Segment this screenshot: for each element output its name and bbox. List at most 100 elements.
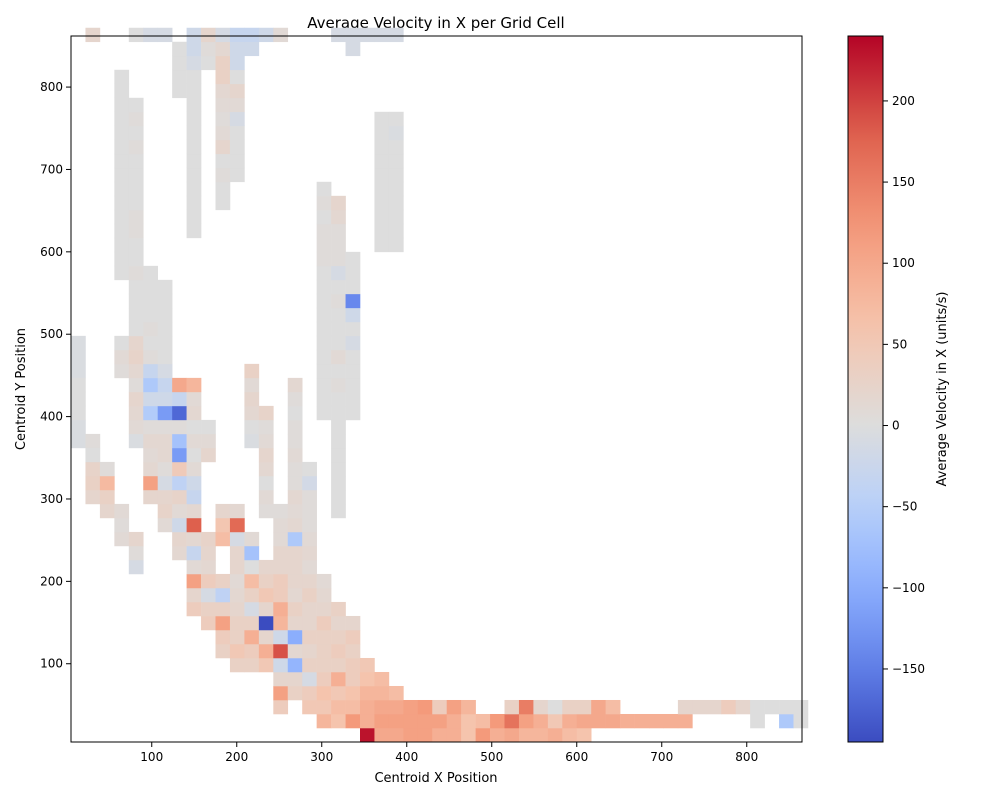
heatmap-cell: [157, 419, 173, 435]
heatmap-cell: [331, 601, 346, 617]
heatmap-cell: [143, 391, 158, 407]
heatmap-cell: [388, 685, 404, 701]
colorbar-tick-label: −50: [892, 500, 917, 514]
heatmap-cell: [128, 405, 144, 421]
plot-area: [70, 27, 809, 743]
heatmap-cell: [186, 223, 202, 239]
heatmap-cell: [114, 517, 130, 533]
heatmap-cell: [186, 377, 202, 393]
heatmap-cell: [345, 643, 361, 659]
heatmap-cell: [172, 433, 187, 449]
heatmap-cell: [186, 195, 202, 211]
heatmap-cell: [114, 251, 130, 267]
heatmap-cell: [215, 503, 231, 519]
heatmap-cell: [244, 559, 260, 575]
heatmap-cell: [360, 728, 375, 743]
heatmap-cell: [186, 27, 202, 43]
heatmap-cell: [331, 391, 346, 407]
heatmap-cell: [793, 713, 809, 729]
heatmap-cell: [186, 209, 202, 225]
heatmap-cell: [287, 377, 303, 393]
heatmap-cell: [345, 671, 361, 687]
heatmap-cell: [114, 125, 130, 141]
heatmap-cell: [388, 111, 404, 127]
heatmap-cell: [302, 657, 317, 673]
heatmap-cell: [71, 419, 86, 435]
heatmap-cell: [490, 713, 505, 729]
heatmap-cell: [186, 601, 202, 617]
heatmap-cell: [244, 587, 260, 603]
heatmap-cell: [244, 391, 260, 407]
heatmap-cell: [721, 699, 736, 715]
heatmap-cell: [302, 699, 317, 715]
heatmap-cell: [71, 405, 86, 421]
heatmap-cell: [244, 531, 260, 547]
heatmap-cell: [287, 531, 303, 547]
heatmap-cell: [114, 97, 130, 113]
heatmap-cell: [71, 335, 86, 351]
heatmap-cell: [360, 671, 375, 687]
heatmap-cell: [244, 545, 260, 561]
heatmap-cell: [114, 153, 130, 169]
heatmap-cell: [215, 167, 231, 183]
heatmap-cell: [432, 713, 447, 729]
heatmap-cell: [201, 27, 216, 43]
heatmap-cell: [316, 265, 332, 281]
heatmap-cell: [215, 83, 231, 99]
heatmap-cell: [692, 699, 708, 715]
heatmap-cell: [71, 363, 86, 379]
heatmap-cell: [114, 335, 130, 351]
heatmap-cell: [735, 699, 751, 715]
heatmap-cell: [215, 41, 231, 57]
heatmap-cell: [331, 461, 346, 477]
heatmap-cell: [258, 419, 274, 435]
heatmap-cell: [186, 405, 202, 421]
heatmap-cell: [229, 573, 245, 589]
heatmap-cell: [345, 307, 361, 323]
heatmap-cell: [374, 111, 390, 127]
heatmap-cell: [128, 251, 144, 267]
heatmap-cell: [114, 167, 130, 183]
heatmap-cell: [302, 573, 317, 589]
heatmap-cell: [128, 27, 144, 43]
heatmap-cell: [562, 713, 578, 729]
heatmap-cell: [273, 629, 289, 645]
heatmap-cell: [143, 419, 158, 435]
heatmap-cell: [258, 587, 274, 603]
heatmap-cell: [287, 447, 303, 463]
heatmap-cell: [345, 27, 361, 43]
heatmap-cell: [244, 27, 260, 43]
heatmap-cell: [114, 209, 130, 225]
heatmap-cell: [229, 153, 245, 169]
heatmap-cell: [331, 405, 346, 421]
heatmap-cell: [215, 601, 231, 617]
heatmap-cell: [157, 27, 173, 43]
colorbar-axis: −150 −100 −50 0 50 100 150 200: [883, 94, 925, 676]
heatmap-cell: [186, 55, 202, 71]
heatmap-cell: [345, 699, 361, 715]
heatmap-cell: [128, 265, 144, 281]
heatmap-cell: [172, 55, 187, 71]
heatmap-cell: [273, 531, 289, 547]
heatmap-cell: [273, 643, 289, 659]
heatmap-cell: [128, 349, 144, 365]
heatmap-cell: [114, 531, 130, 547]
heatmap-cell: [374, 728, 390, 743]
heatmap-cell: [287, 587, 303, 603]
heatmap-cell: [229, 27, 245, 43]
heatmap-cell: [331, 377, 346, 393]
heatmap-cell: [172, 69, 187, 85]
heatmap-cell: [316, 699, 332, 715]
heatmap-cell: [287, 419, 303, 435]
heatmap-cell: [215, 517, 231, 533]
heatmap-cell: [331, 279, 346, 295]
heatmap-cell: [287, 643, 303, 659]
heatmap-cell: [287, 391, 303, 407]
heatmap-cell: [388, 27, 404, 43]
heatmap-cell: [258, 489, 274, 505]
heatmap-cell: [316, 335, 332, 351]
heatmap-cell: [157, 321, 173, 337]
heatmap-cell: [157, 433, 173, 449]
heatmap-cell: [345, 629, 361, 645]
